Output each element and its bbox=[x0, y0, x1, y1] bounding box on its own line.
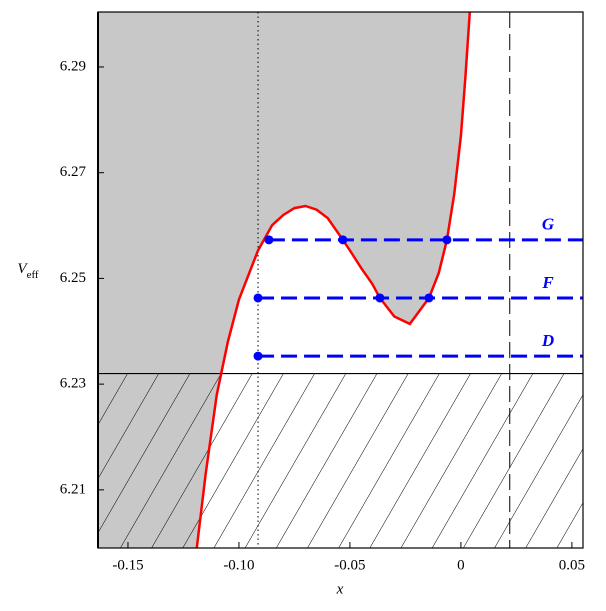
hatched-region bbox=[98, 373, 583, 548]
plot-area bbox=[98, 12, 583, 548]
level-point bbox=[338, 235, 348, 245]
level-point bbox=[253, 351, 263, 361]
x-tick-label: 0.05 bbox=[559, 557, 585, 573]
y-axis-label: Veff bbox=[17, 261, 39, 280]
level-point bbox=[424, 293, 434, 303]
level-point bbox=[375, 293, 385, 303]
x-axis-label: x bbox=[336, 581, 344, 597]
y-tick-label: 6.25 bbox=[60, 270, 86, 286]
x-tick-label: -0.15 bbox=[112, 557, 143, 573]
curve bbox=[195, 12, 472, 548]
y-axis-label-sub: eff bbox=[27, 269, 39, 281]
x-tick-label: -0.10 bbox=[223, 557, 254, 573]
level-point bbox=[264, 235, 274, 245]
x-tick-label: 0 bbox=[457, 557, 465, 573]
y-axis-label-main: V bbox=[17, 261, 28, 277]
x-tick-label: -0.05 bbox=[334, 557, 365, 573]
level-label: G bbox=[542, 215, 555, 234]
y-tick-label: 6.21 bbox=[60, 481, 86, 497]
y-tick-label: 6.23 bbox=[60, 376, 86, 392]
level-label: F bbox=[541, 273, 554, 292]
level-point bbox=[253, 293, 263, 303]
level-label: D bbox=[541, 331, 554, 350]
y-tick-label: 6.29 bbox=[60, 58, 86, 74]
y-tick-label: 6.27 bbox=[60, 164, 87, 180]
overlay: G F D 6.21 6.23 6.25 6.27 6.29 -0.15 -0.10 -0.05 0 0… bbox=[60, 11, 585, 573]
level-point bbox=[442, 235, 452, 245]
